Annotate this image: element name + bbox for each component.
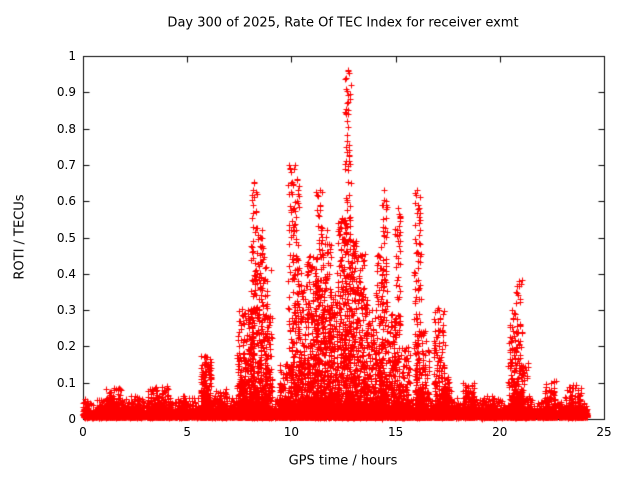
y-tick-label: 0.3 <box>56 303 76 318</box>
y-tick-label: 0 <box>68 412 76 426</box>
y-tick-label: 0.7 <box>56 157 76 172</box>
y-tick-label: 0.9 <box>56 85 76 100</box>
x-axis-label: GPS time / hours <box>288 453 398 469</box>
x-tick-label: 10 <box>283 425 300 439</box>
y-tick-label: 0.4 <box>56 266 76 281</box>
chart-title: Day 300 of 2025, Rate Of TEC Index for r… <box>167 15 519 31</box>
y-tick-label: 0.2 <box>56 339 76 354</box>
x-tick-label: 25 <box>596 425 612 439</box>
x-tick-label: 0 <box>79 425 87 439</box>
y-tick-label: 0.6 <box>56 194 76 209</box>
y-tick-label: 0.1 <box>56 375 76 390</box>
x-tick-label: 20 <box>492 425 508 439</box>
x-tick-label: 15 <box>387 425 404 439</box>
x-tick-label: 5 <box>183 425 191 439</box>
y-tick-label: 0.5 <box>56 230 76 245</box>
y-tick-label: 1 <box>68 49 76 63</box>
y-axis-label: ROTI / TECUs <box>12 194 28 280</box>
y-tick-label: 0.8 <box>56 121 76 136</box>
